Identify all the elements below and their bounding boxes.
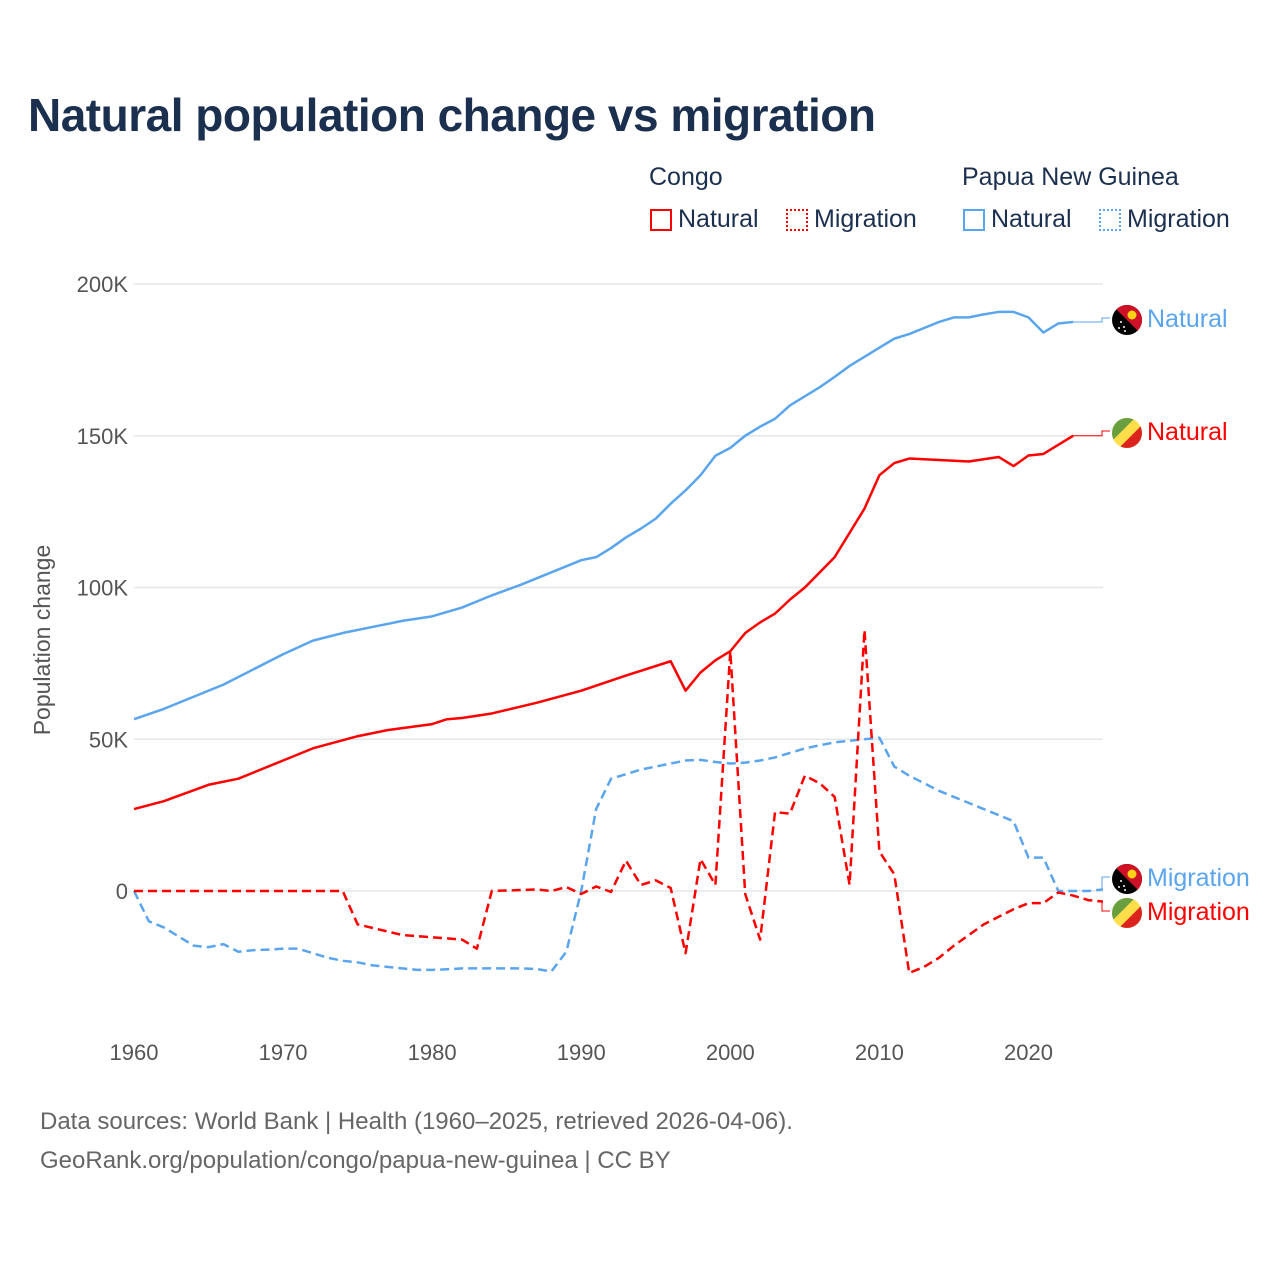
flag-star bbox=[1124, 330, 1126, 332]
flag-star bbox=[1123, 326, 1125, 328]
congo-flag-icon bbox=[1112, 418, 1142, 448]
flag-star bbox=[1118, 327, 1120, 329]
legend-group-png: Papua New Guinea bbox=[962, 163, 1179, 191]
flag-bird bbox=[1127, 310, 1137, 320]
flag-bird bbox=[1127, 869, 1137, 879]
legend-png-natural[interactable]: Natural bbox=[963, 205, 1072, 234]
legend-png-migration[interactable]: Migration bbox=[1099, 205, 1230, 234]
png-flag-icon bbox=[1112, 305, 1142, 335]
flag-body bbox=[1112, 305, 1142, 335]
label-connector bbox=[1073, 430, 1110, 437]
y-tick-label: 100K bbox=[77, 576, 129, 601]
label-connector bbox=[1101, 901, 1110, 912]
legend-congo-migration[interactable]: Migration bbox=[786, 205, 917, 234]
series-end-label: Natural bbox=[1147, 418, 1228, 446]
flag-star bbox=[1120, 880, 1122, 882]
legend-label: Migration bbox=[1127, 205, 1230, 233]
flag-body bbox=[1112, 864, 1142, 894]
series-line-congo-natural bbox=[133, 434, 1074, 811]
flag-red bbox=[1119, 905, 1142, 928]
y-tick-label: 0 bbox=[116, 879, 128, 904]
legend-swatch-dotted bbox=[1099, 208, 1121, 231]
flag-star bbox=[1118, 886, 1120, 888]
footer-source: Data sources: World Bank | Health (1960–… bbox=[40, 1108, 793, 1135]
x-tick-label: 1990 bbox=[557, 1040, 606, 1065]
legend-group-congo: Congo bbox=[649, 163, 723, 191]
label-connector bbox=[1101, 876, 1110, 890]
y-tick-label: 200K bbox=[77, 272, 129, 297]
series-line-papua-new-guinea-migration bbox=[132, 736, 1104, 973]
legend-label: Natural bbox=[678, 205, 759, 233]
series-end-label: Natural bbox=[1147, 305, 1228, 333]
flag-star bbox=[1124, 889, 1126, 891]
flag-green bbox=[1112, 418, 1135, 441]
legend-swatch-solid bbox=[963, 208, 985, 231]
x-tick-label: 2020 bbox=[1004, 1040, 1053, 1065]
y-tick-label: 150K bbox=[77, 424, 129, 449]
legend-congo-natural[interactable]: Natural bbox=[650, 205, 759, 234]
series-line-papua-new-guinea-natural bbox=[133, 310, 1074, 721]
png-flag-icon bbox=[1112, 864, 1142, 894]
chart-title: Natural population change vs migration bbox=[28, 89, 876, 141]
flag-star bbox=[1120, 321, 1122, 323]
y-tick-label: 50K bbox=[89, 727, 128, 752]
series-line-congo-migration bbox=[134, 628, 1104, 975]
series-end-label: Migration bbox=[1147, 898, 1250, 926]
x-tick-label: 2010 bbox=[855, 1040, 904, 1065]
congo-flag-icon bbox=[1112, 898, 1142, 928]
legend-swatch-dotted bbox=[786, 208, 808, 231]
flag-red bbox=[1119, 425, 1142, 448]
series-end-label: Migration bbox=[1147, 864, 1250, 892]
legend-label: Migration bbox=[814, 205, 917, 233]
legend-swatch-solid bbox=[650, 208, 672, 231]
flag-green bbox=[1112, 898, 1135, 921]
label-connector bbox=[1073, 317, 1110, 323]
flag-body bbox=[1112, 418, 1142, 448]
x-tick-label: 1970 bbox=[259, 1040, 308, 1065]
y-axis-title: Population change bbox=[29, 545, 55, 736]
x-tick-label: 1980 bbox=[408, 1040, 457, 1065]
x-tick-label: 1960 bbox=[110, 1040, 159, 1065]
flag-body bbox=[1112, 898, 1142, 928]
legend-label: Natural bbox=[991, 205, 1072, 233]
footer-link[interactable]: GeoRank.org/population/congo/papua-new-g… bbox=[40, 1147, 671, 1174]
x-tick-label: 2000 bbox=[706, 1040, 755, 1065]
flag-star bbox=[1123, 885, 1125, 887]
